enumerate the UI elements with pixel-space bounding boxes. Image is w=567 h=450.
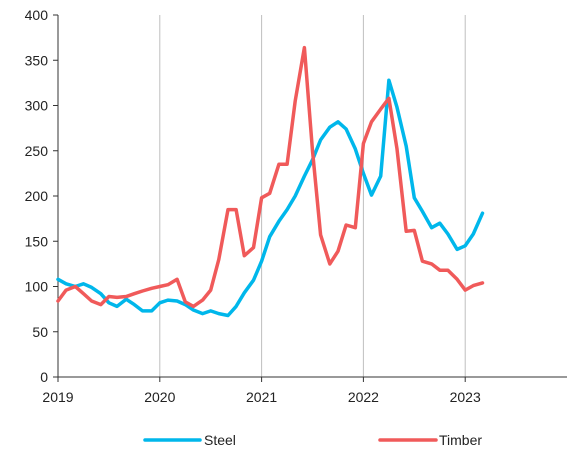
y-tick-label: 50 xyxy=(32,324,48,340)
y-tick-labels: 0 50 100 150 200 250 300 350 400 xyxy=(25,7,58,385)
x-tick-label: 2019 xyxy=(42,389,73,405)
legend: Steel Timber xyxy=(143,432,482,448)
x-tick-label: 2021 xyxy=(246,389,277,405)
y-tick-label: 400 xyxy=(25,7,49,23)
y-tick-label: 150 xyxy=(25,233,49,249)
y-tick-label: 350 xyxy=(25,52,49,68)
legend-label-timber: Timber xyxy=(439,432,482,448)
x-tick-label: 2023 xyxy=(450,389,481,405)
series-line-steel xyxy=(56,78,485,318)
x-tick-labels: 2019 2020 2021 2022 2023 xyxy=(42,377,481,405)
x-tick-label: 2022 xyxy=(348,389,379,405)
x-tick-label: 2020 xyxy=(144,389,175,405)
gridlines xyxy=(159,15,466,377)
y-tick-label: 100 xyxy=(25,279,49,295)
y-tick-label: 300 xyxy=(25,98,49,114)
y-tick-label: 250 xyxy=(25,143,49,159)
y-tick-label: 200 xyxy=(25,188,49,204)
y-tick-label: 0 xyxy=(40,369,48,385)
series-lines xyxy=(56,45,485,318)
series-line-timber xyxy=(56,45,485,309)
legend-label-steel: Steel xyxy=(204,432,236,448)
axes xyxy=(57,15,567,378)
